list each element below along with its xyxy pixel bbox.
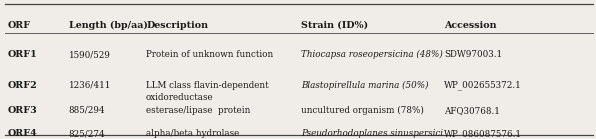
Text: LLM class flavin-dependent
oxidoreductase: LLM class flavin-dependent oxidoreductas… [146,81,269,102]
Text: ORF2: ORF2 [7,81,37,90]
Text: ORF4: ORF4 [7,129,37,138]
Text: Length (bp/aa): Length (bp/aa) [69,21,147,30]
Text: ORF: ORF [7,21,30,30]
Text: ORF1: ORF1 [7,50,37,59]
Text: Pseudorhodoplanes sinuspersici
(37%): Pseudorhodoplanes sinuspersici (37%) [301,129,443,139]
Text: Strain (ID%): Strain (ID%) [301,21,368,30]
Text: Protein of unknown function: Protein of unknown function [146,50,274,59]
Text: Thiocapsa roseopersicina (48%): Thiocapsa roseopersicina (48%) [301,50,443,59]
Text: Accession: Accession [444,21,496,30]
Text: esterase/lipase  protein: esterase/lipase protein [146,106,250,115]
Text: alpha/beta hydrolase: alpha/beta hydrolase [146,129,239,138]
Text: WP_002655372.1: WP_002655372.1 [444,81,522,90]
Text: Description: Description [146,21,208,30]
Text: 1590/529: 1590/529 [69,50,110,59]
Text: AFQ30768.1: AFQ30768.1 [444,106,500,115]
Text: Blastopirellula marina (50%): Blastopirellula marina (50%) [301,81,429,90]
Text: uncultured organism (78%): uncultured organism (78%) [301,106,424,115]
Text: WP_086087576.1: WP_086087576.1 [444,129,522,139]
Text: 885/294: 885/294 [69,106,105,115]
Text: SDW97003.1: SDW97003.1 [444,50,502,59]
Text: 825/274: 825/274 [69,129,105,138]
Text: 1236/411: 1236/411 [69,81,111,90]
Text: ORF3: ORF3 [7,106,37,115]
